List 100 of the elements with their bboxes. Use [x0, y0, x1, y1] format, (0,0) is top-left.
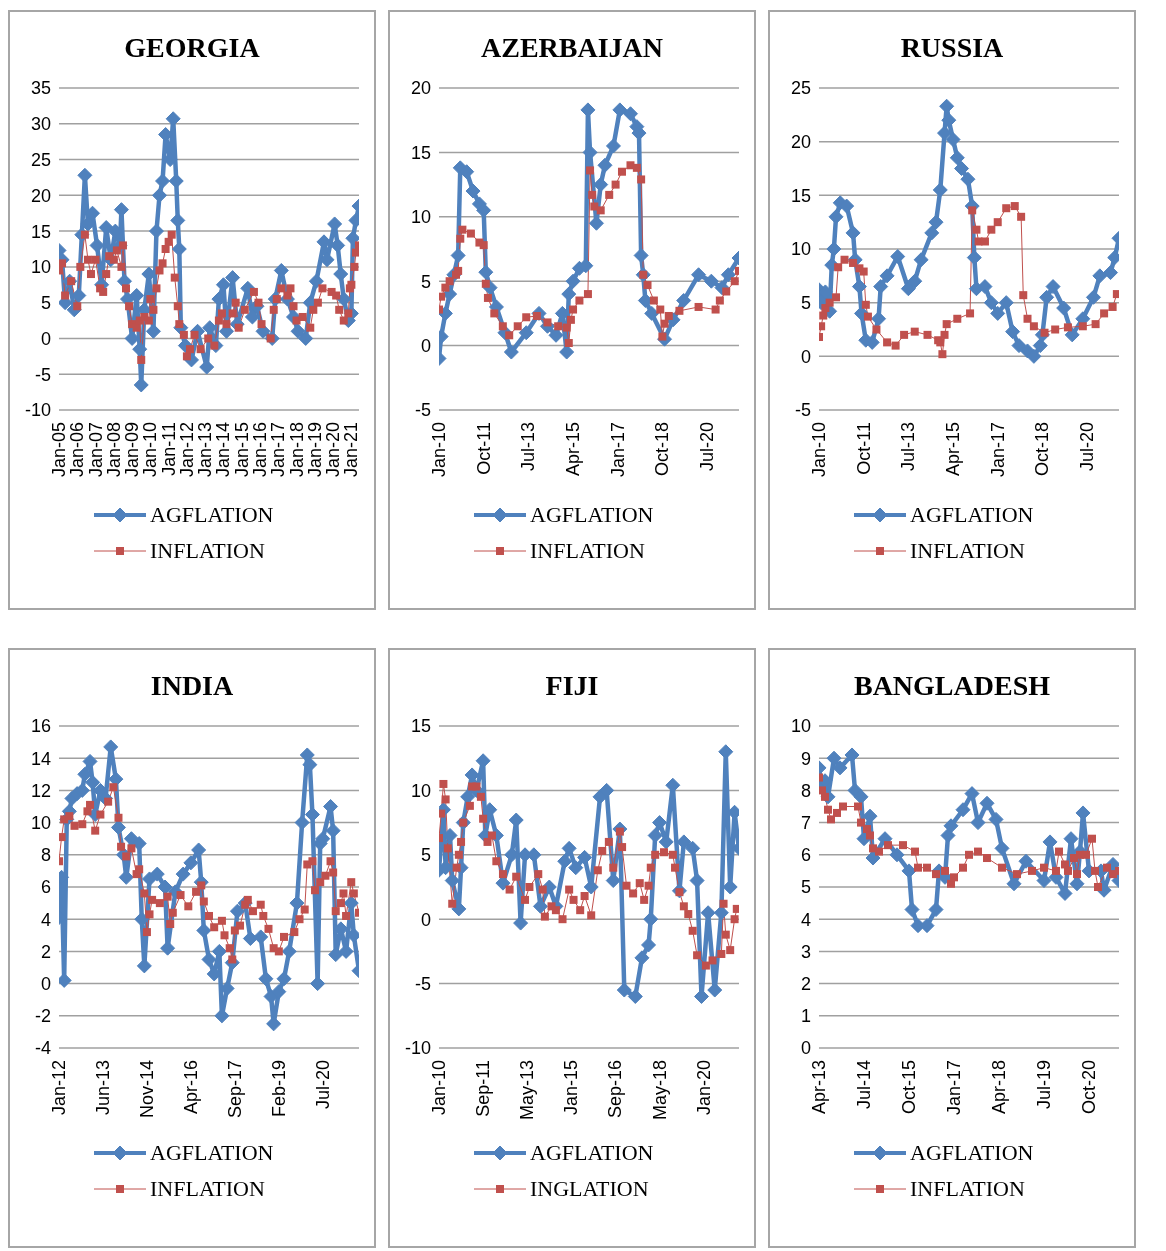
point	[980, 237, 989, 246]
x-tick-label: Jan-10	[429, 1060, 449, 1116]
point	[1002, 204, 1011, 213]
point	[1052, 866, 1060, 875]
point	[605, 873, 621, 889]
point	[854, 802, 862, 811]
point	[889, 847, 905, 863]
point	[899, 841, 907, 850]
point	[441, 283, 450, 292]
point	[875, 847, 883, 856]
y-tick-label: 15	[790, 185, 811, 206]
chart-title: FIJI	[545, 670, 599, 702]
y-tick-label: 15	[410, 716, 431, 737]
y-tick-label: 25	[30, 149, 51, 170]
y-tick-label: 20	[30, 185, 51, 206]
point	[871, 311, 887, 327]
point	[466, 229, 475, 238]
point	[941, 866, 949, 875]
x-tick-label: Jan-08	[103, 422, 124, 478]
point	[942, 320, 951, 329]
y-tick-label: 4	[40, 909, 51, 930]
y-tick-label: 2	[800, 973, 811, 994]
point	[966, 250, 982, 266]
legend-label: AGFLATION	[530, 502, 654, 528]
legend-label: INFLATION	[530, 538, 645, 564]
x-tick-label: Jul-20	[312, 1060, 333, 1110]
point	[575, 296, 584, 305]
y-tick-label: 10	[410, 207, 431, 228]
point	[596, 206, 605, 215]
point	[904, 902, 920, 918]
point	[983, 854, 991, 863]
point	[456, 234, 465, 243]
point	[1029, 322, 1038, 331]
point	[826, 241, 842, 257]
point	[859, 267, 868, 276]
x-tick-label: Jan-19	[304, 422, 325, 478]
y-tick-label: -4	[34, 1038, 51, 1059]
point	[564, 339, 573, 348]
x-tick-label: Oct-20	[1079, 1060, 1099, 1115]
point	[586, 166, 595, 175]
point	[900, 281, 916, 297]
point	[832, 760, 848, 776]
x-tick-label: Jan-10	[809, 422, 829, 478]
point	[1082, 850, 1090, 859]
legend-label: AGFLATION	[150, 1140, 274, 1166]
point	[676, 293, 692, 309]
x-tick-label: Jan-10	[140, 422, 161, 478]
y-tick-label: 8	[40, 845, 51, 866]
point	[478, 264, 494, 280]
point	[819, 322, 826, 331]
point	[617, 167, 626, 176]
point	[839, 802, 847, 811]
point	[518, 325, 534, 341]
point	[923, 863, 931, 872]
x-tick-label: Sep-11	[473, 1060, 494, 1117]
y-tick-label: 8	[800, 780, 811, 801]
point	[853, 789, 869, 805]
legend-label: AGFLATION	[150, 502, 274, 528]
x-tick-label: Apr-15	[563, 422, 584, 477]
point	[720, 267, 736, 283]
legend-label: AGFLATION	[530, 1140, 654, 1166]
point	[652, 815, 668, 831]
point	[833, 808, 841, 817]
x-tick-label: May-18	[649, 1060, 670, 1121]
point	[932, 182, 948, 198]
point	[861, 300, 870, 309]
point	[819, 786, 826, 795]
point	[445, 277, 454, 286]
x-tick-label: Jan-12	[49, 1060, 69, 1116]
point	[647, 827, 663, 843]
point	[583, 290, 592, 299]
point	[616, 982, 632, 998]
point	[901, 863, 917, 879]
point	[947, 879, 955, 888]
point	[644, 305, 660, 321]
point	[722, 879, 738, 895]
y-tick-label: 9	[800, 748, 811, 769]
point	[605, 138, 621, 154]
y-tick-label: 5	[420, 271, 431, 292]
point	[675, 306, 684, 315]
y-tick-label: 10	[790, 239, 811, 260]
point	[513, 915, 529, 931]
point	[907, 273, 923, 289]
y-tick-label: 10	[790, 716, 811, 737]
x-tick-label: Sep-16	[605, 1060, 626, 1119]
x-tick-label: Jan-17	[268, 422, 289, 478]
point	[1102, 265, 1118, 281]
point	[1039, 289, 1055, 305]
point	[979, 795, 995, 811]
y-tick-label: 35	[30, 78, 51, 99]
point	[924, 225, 940, 241]
point	[964, 786, 980, 802]
y-tick-label: -5	[414, 973, 431, 994]
y-tick-label: 7	[800, 812, 811, 833]
point	[694, 302, 703, 311]
point	[1073, 870, 1081, 879]
point	[983, 295, 999, 311]
y-tick-label: 4	[800, 909, 811, 930]
point	[439, 292, 446, 301]
y-tick-label: 0	[40, 328, 51, 349]
